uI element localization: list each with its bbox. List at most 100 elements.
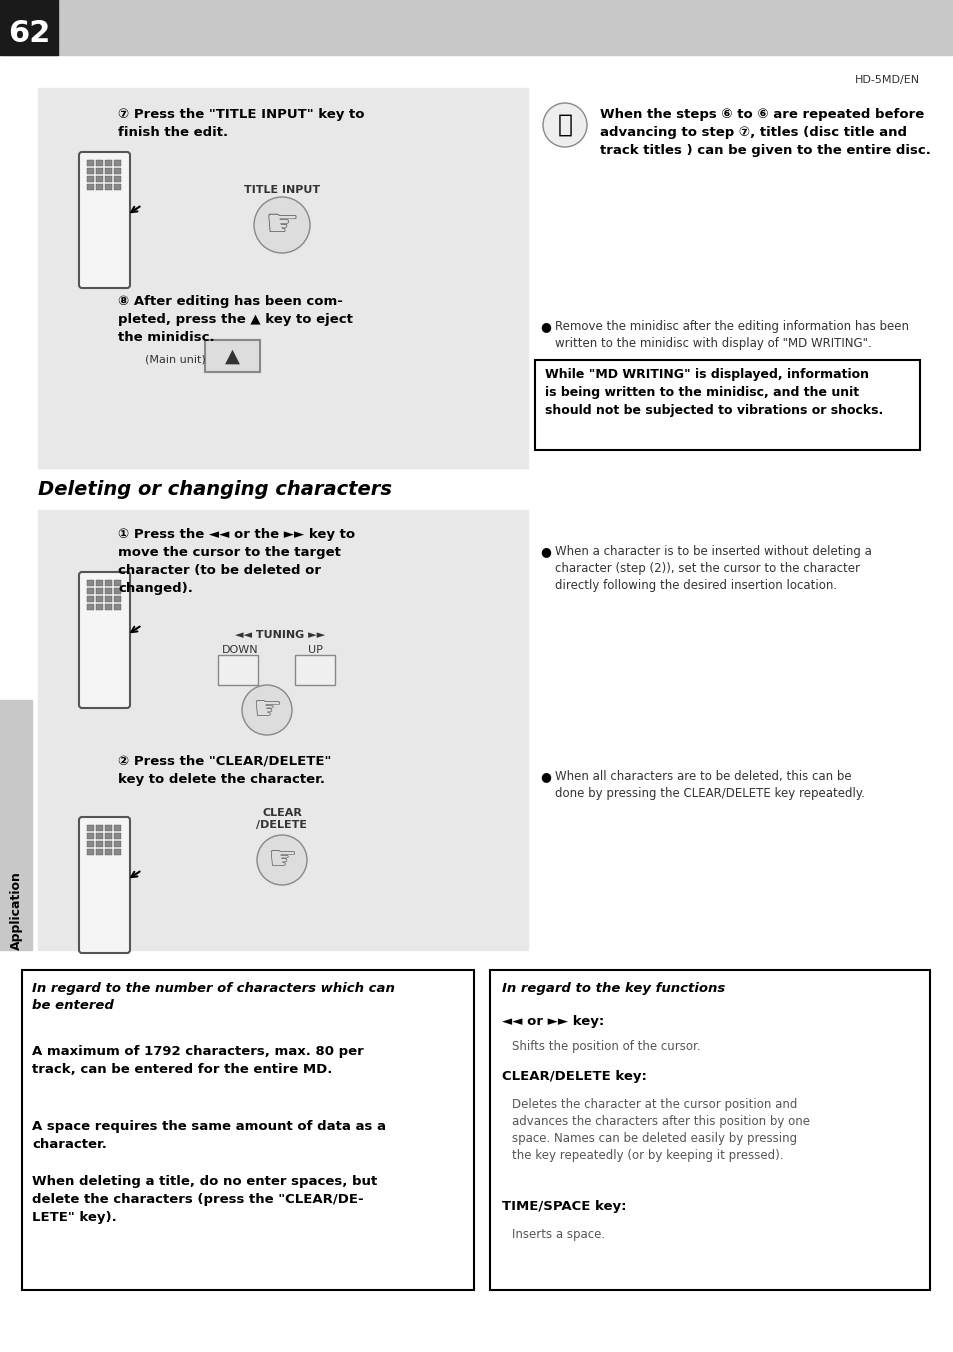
Bar: [105, 596, 112, 602]
Text: Shifts the position of the cursor.: Shifts the position of the cursor.: [512, 1040, 700, 1053]
Text: ☞: ☞: [267, 844, 296, 876]
Circle shape: [242, 685, 292, 735]
Bar: [105, 833, 112, 840]
Text: ●: ●: [539, 771, 550, 783]
Text: ⑦ Press the "TITLE INPUT" key to
finish the edit.: ⑦ Press the "TITLE INPUT" key to finish …: [118, 108, 364, 139]
Circle shape: [542, 103, 586, 147]
Text: While "MD WRITING" is displayed, information
is being written to the minidisc, a: While "MD WRITING" is displayed, informa…: [544, 368, 882, 416]
Text: ●: ●: [539, 320, 550, 333]
Bar: [87, 588, 94, 594]
Text: When the steps ⑥ to ⑥ are repeated before
advancing to step ⑦, titles (disc titl: When the steps ⑥ to ⑥ are repeated befor…: [599, 108, 930, 157]
Bar: [105, 841, 112, 846]
Bar: [96, 168, 103, 174]
Bar: [87, 833, 94, 840]
Text: When all characters are to be deleted, this can be
done by pressing the CLEAR/DE: When all characters are to be deleted, t…: [555, 771, 864, 800]
Text: A space requires the same amount of data as a
character.: A space requires the same amount of data…: [32, 1119, 386, 1151]
Bar: [113, 580, 121, 585]
FancyBboxPatch shape: [79, 151, 130, 288]
Text: In regard to the key functions: In regard to the key functions: [501, 982, 724, 995]
Text: TITLE INPUT: TITLE INPUT: [244, 185, 319, 195]
Text: CLEAR
/DELETE: CLEAR /DELETE: [256, 808, 307, 830]
Bar: [87, 825, 94, 831]
Bar: [87, 841, 94, 846]
Bar: [113, 176, 121, 183]
Bar: [96, 841, 103, 846]
Bar: [96, 604, 103, 610]
Bar: [218, 654, 257, 685]
Text: 62: 62: [8, 19, 51, 47]
Bar: [96, 176, 103, 183]
Bar: [87, 580, 94, 585]
Bar: [205, 339, 260, 372]
Bar: [113, 184, 121, 191]
Circle shape: [256, 836, 307, 886]
Bar: [96, 588, 103, 594]
FancyBboxPatch shape: [79, 817, 130, 953]
Text: UP: UP: [307, 645, 322, 654]
Text: ☞: ☞: [252, 694, 282, 726]
Bar: [87, 176, 94, 183]
Bar: [105, 168, 112, 174]
Text: Remove the minidisc after the editing information has been
written to the minidi: Remove the minidisc after the editing in…: [555, 320, 908, 350]
Text: Inserts a space.: Inserts a space.: [512, 1228, 604, 1241]
Text: In regard to the number of characters which can
be entered: In regard to the number of characters wh…: [32, 982, 395, 1013]
Text: (Main unit): (Main unit): [145, 356, 205, 365]
Text: CLEAR/DELETE key:: CLEAR/DELETE key:: [501, 1069, 646, 1083]
Text: Deleting or changing characters: Deleting or changing characters: [38, 480, 392, 499]
Text: ② Press the "CLEAR/DELETE"
key to delete the character.: ② Press the "CLEAR/DELETE" key to delete…: [118, 754, 331, 786]
Bar: [96, 849, 103, 854]
Bar: [105, 588, 112, 594]
Bar: [113, 160, 121, 166]
Text: ◄◄ TUNING ►►: ◄◄ TUNING ►►: [234, 630, 325, 639]
Bar: [96, 825, 103, 831]
Bar: [535, 360, 919, 450]
Bar: [96, 833, 103, 840]
Text: HD-5MD/EN: HD-5MD/EN: [854, 74, 919, 85]
Bar: [113, 604, 121, 610]
Text: Application: Application: [10, 871, 23, 950]
Text: ☞: ☞: [264, 206, 299, 243]
Bar: [105, 825, 112, 831]
Bar: [105, 184, 112, 191]
Bar: [87, 604, 94, 610]
Bar: [113, 833, 121, 840]
Bar: [105, 604, 112, 610]
Text: Deletes the character at the cursor position and
advances the characters after t: Deletes the character at the cursor posi…: [512, 1098, 809, 1161]
Bar: [87, 184, 94, 191]
Bar: [22, 969, 474, 1290]
Text: ⑧ After editing has been com-
pleted, press the ▲ key to eject
the minidisc.: ⑧ After editing has been com- pleted, pr…: [118, 295, 353, 343]
Text: ◄◄ or ►► key:: ◄◄ or ►► key:: [501, 1015, 603, 1028]
Text: TIME/SPACE key:: TIME/SPACE key:: [501, 1201, 626, 1213]
Text: When a character is to be inserted without deleting a
character (step (2)), set : When a character is to be inserted witho…: [555, 545, 871, 592]
Bar: [113, 849, 121, 854]
Bar: [490, 969, 929, 1290]
Bar: [0, 700, 32, 950]
Bar: [96, 184, 103, 191]
Bar: [105, 580, 112, 585]
Bar: [113, 841, 121, 846]
Bar: [96, 580, 103, 585]
Bar: [87, 596, 94, 602]
Bar: [87, 160, 94, 166]
Circle shape: [253, 197, 310, 253]
Bar: [113, 168, 121, 174]
Bar: [113, 596, 121, 602]
Bar: [105, 160, 112, 166]
Bar: [0, 0, 58, 55]
Text: ① Press the ◄◄ or the ►► key to
move the cursor to the target
character (to be d: ① Press the ◄◄ or the ►► key to move the…: [118, 529, 355, 595]
Text: ●: ●: [539, 545, 550, 558]
Bar: [38, 88, 527, 468]
Bar: [0, 0, 953, 55]
Text: A maximum of 1792 characters, max. 80 per
track, can be entered for the entire M: A maximum of 1792 characters, max. 80 pe…: [32, 1045, 363, 1076]
Bar: [113, 825, 121, 831]
Text: DOWN: DOWN: [221, 645, 258, 654]
Bar: [294, 654, 335, 685]
Bar: [113, 588, 121, 594]
FancyBboxPatch shape: [79, 572, 130, 708]
Bar: [38, 510, 527, 950]
Text: When deleting a title, do no enter spaces, but
delete the characters (press the : When deleting a title, do no enter space…: [32, 1175, 376, 1224]
Bar: [105, 176, 112, 183]
Text: ▲: ▲: [224, 346, 239, 365]
Bar: [105, 849, 112, 854]
Bar: [96, 596, 103, 602]
